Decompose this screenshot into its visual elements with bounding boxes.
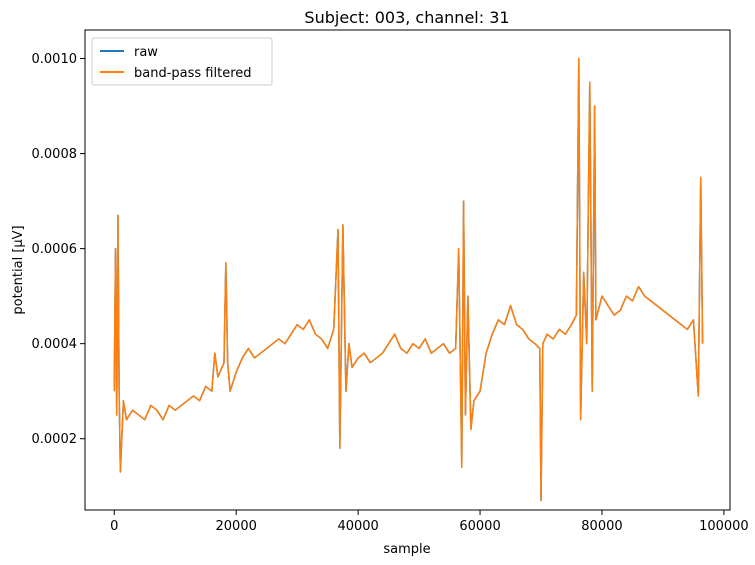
x-tick-label: 0 [110, 519, 118, 534]
y-tick-label: 0.0004 [32, 337, 78, 352]
x-axis: 0 20000 40000 60000 80000 100000 [110, 510, 749, 534]
axes-frame [84, 29, 731, 511]
y-tick-label: 0.0006 [32, 242, 78, 257]
x-tick-label: 20000 [216, 519, 257, 534]
legend: raw band-pass filtered [91, 37, 273, 86]
legend-label-raw: raw [134, 45, 158, 60]
x-tick-label: 40000 [337, 519, 378, 534]
x-tick-label: 60000 [459, 519, 500, 534]
y-tick-label: 0.0002 [32, 432, 78, 447]
series-line-raw [113, 57, 704, 502]
x-tick-label: 80000 [581, 519, 622, 534]
x-tick-label: 100000 [699, 519, 749, 534]
chart-title: Subject: 003, channel: 31 [304, 8, 509, 27]
y-axis: 0.0002 0.0004 0.0006 0.0008 0.0010 [32, 52, 85, 447]
series-line-band-pass-filtered [113, 57, 704, 502]
y-axis-label: potential [μV] [11, 225, 26, 314]
legend-label-band-pass-filtered: band-pass filtered [134, 66, 252, 81]
legend-box [91, 37, 273, 86]
plot-area [113, 57, 704, 502]
y-tick-label: 0.0008 [32, 147, 78, 162]
y-tick-label: 0.0010 [32, 52, 78, 67]
x-axis-label: sample [383, 542, 430, 557]
